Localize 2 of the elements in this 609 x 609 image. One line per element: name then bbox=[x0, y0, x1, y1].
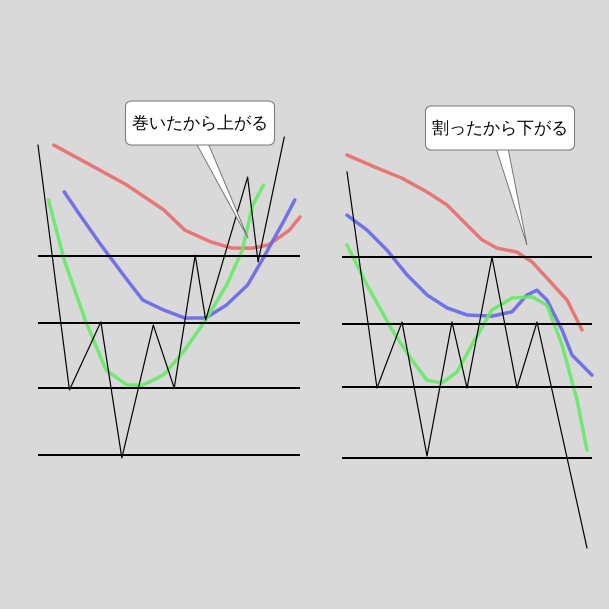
text: 巻いたから上がる bbox=[125, 100, 275, 146]
text: 割ったから下がる bbox=[425, 106, 575, 150]
